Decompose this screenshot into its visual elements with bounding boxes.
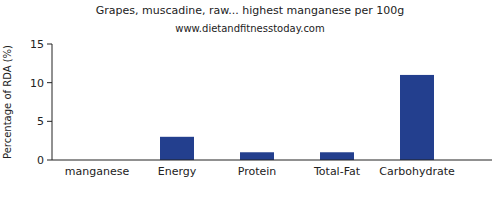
bar [400,75,434,160]
chart: Grapes, muscadine, raw... highest mangan… [0,0,500,200]
x-tick-label: manganese [65,165,130,178]
bar [240,152,274,160]
y-tick-label: 15 [30,38,44,51]
y-tick-label: 10 [30,77,44,90]
y-axis-label: Percentage of RDA (%) [2,45,13,159]
y-tick [47,160,52,161]
x-tick-label: Carbohydrate [379,165,455,178]
y-axis-line [52,44,53,160]
x-tick-label: Total-Fat [313,165,361,178]
y-tick-label: 5 [37,115,44,128]
y-tick [47,44,52,45]
x-axis-line [52,160,492,161]
x-tick-label: Energy [158,165,197,178]
subtitle: www.dietandfitnesstoday.com [175,23,324,34]
y-tick [47,82,52,83]
y-tick-label: 0 [37,154,44,167]
bar [160,137,194,160]
y-tick [47,121,52,122]
bar [320,152,354,160]
title: Grapes, muscadine, raw... highest mangan… [96,4,404,17]
x-tick-label: Protein [238,165,277,178]
bars [160,75,434,160]
